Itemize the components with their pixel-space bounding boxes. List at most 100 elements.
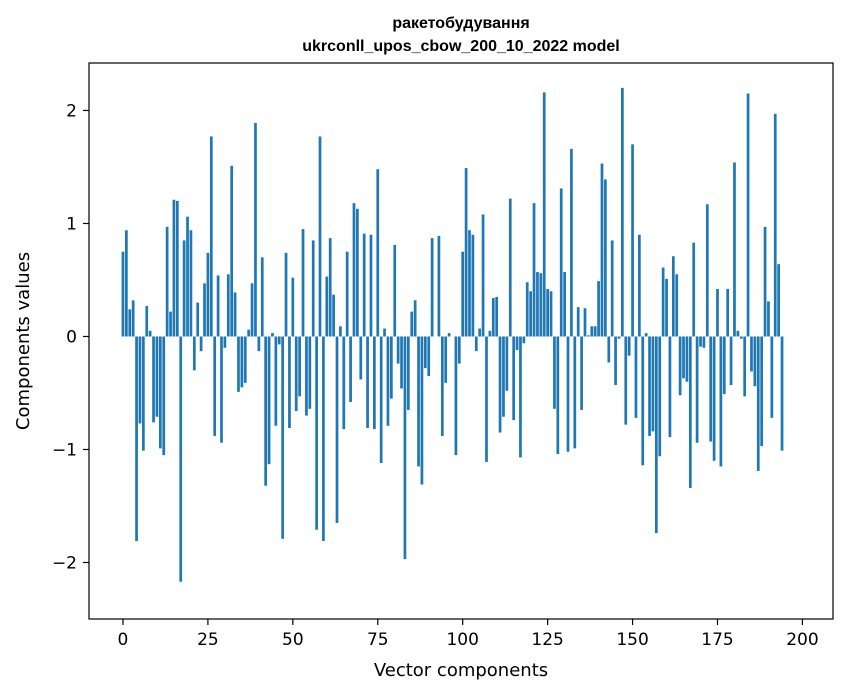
bar-120: [529, 291, 532, 337]
bar-163: [675, 274, 679, 337]
bar-160: [665, 278, 668, 337]
bar-167: [688, 336, 692, 488]
bar-114: [508, 198, 512, 337]
bar-90: [427, 336, 431, 377]
bar-68: [352, 203, 356, 337]
bar-70: [359, 336, 363, 380]
bar-134: [576, 307, 580, 337]
bar-88: [420, 336, 424, 485]
bar-118: [522, 336, 526, 344]
bar-156: [651, 336, 655, 432]
chart-title-line1: ракетобудування: [392, 15, 529, 32]
bar-155: [648, 336, 651, 436]
bar-50: [291, 277, 295, 337]
bar-144: [610, 240, 614, 337]
bar-8: [148, 330, 152, 337]
bar-154: [644, 333, 648, 337]
bar-52: [298, 336, 301, 397]
bar-29: [220, 336, 223, 443]
bar-190: [767, 301, 770, 337]
bar-132: [570, 148, 573, 337]
bar-184: [746, 93, 750, 337]
bar-28: [216, 275, 220, 337]
bar-81: [396, 336, 400, 364]
bar-176: [719, 336, 723, 467]
bar-53: [301, 229, 305, 337]
bar-63: [335, 336, 339, 523]
bar-33: [233, 292, 237, 337]
bar-103: [471, 234, 475, 337]
bar-147: [621, 87, 624, 337]
y-tick-label--1: −1: [52, 440, 77, 460]
bar-7: [145, 305, 149, 337]
bar-26: [209, 136, 213, 337]
bar-121: [532, 203, 536, 337]
bar-129: [559, 188, 563, 337]
bar-146: [617, 336, 621, 339]
bar-1: [125, 230, 128, 337]
bar-56: [311, 240, 315, 337]
bar-181: [736, 330, 740, 337]
bar-140: [597, 281, 600, 337]
bar-179: [729, 336, 733, 386]
bar-191: [770, 336, 774, 418]
bar-101: [464, 168, 468, 337]
bar-23: [199, 336, 203, 352]
bar-14: [169, 311, 172, 337]
bar-55: [308, 336, 312, 409]
bar-94: [440, 336, 444, 436]
bar-173: [709, 336, 713, 442]
x-tick-label-100: 100: [446, 630, 478, 650]
bar-83: [403, 336, 407, 560]
bar-159: [661, 267, 665, 337]
bar-162: [671, 256, 675, 337]
bar-172: [705, 204, 709, 337]
bar-182: [739, 336, 743, 339]
bar-189: [763, 226, 767, 337]
bar-180: [733, 162, 736, 337]
bar-170: [699, 336, 702, 347]
bar-36: [243, 336, 247, 383]
bar-87: [417, 336, 420, 467]
bar-89: [423, 336, 427, 369]
bar-148: [624, 336, 628, 425]
y-tick-label-0: 0: [66, 327, 77, 347]
bar-69: [356, 208, 359, 337]
bar-13: [165, 226, 169, 337]
bar-149: [627, 336, 631, 356]
bar-171: [702, 336, 706, 348]
x-tick-label-0: 0: [118, 630, 129, 650]
bar-67: [349, 336, 352, 403]
bar-43: [267, 336, 271, 465]
bar-44: [271, 333, 274, 337]
bar-119: [525, 282, 529, 337]
bar-95: [444, 336, 448, 383]
bar-106: [481, 214, 485, 337]
bar-75: [376, 169, 380, 337]
bar-64: [339, 326, 342, 337]
bar-30: [223, 336, 227, 348]
x-tick-label-150: 150: [616, 630, 648, 650]
y-tick-label--2: −2: [52, 553, 77, 573]
bar-113: [505, 336, 509, 391]
bar-143: [607, 336, 611, 363]
bar-166: [685, 336, 689, 382]
bar-139: [593, 326, 597, 337]
bar-24: [203, 283, 206, 337]
bar-6: [142, 336, 145, 451]
y-tick-label-2: 2: [66, 101, 77, 121]
bar-10: [155, 336, 159, 417]
bar-60: [325, 276, 329, 337]
bar-110: [495, 296, 499, 337]
bar-112: [502, 336, 505, 417]
bar-126: [549, 291, 553, 337]
bar-158: [658, 336, 662, 457]
bar-41: [260, 257, 264, 337]
bar-175: [716, 289, 719, 337]
y-axis-ticks: −2 −1 0 1 2: [52, 101, 89, 573]
bar-157: [654, 336, 658, 534]
bar-57: [315, 336, 318, 530]
bar-12: [162, 336, 166, 456]
bar-133: [573, 336, 577, 449]
